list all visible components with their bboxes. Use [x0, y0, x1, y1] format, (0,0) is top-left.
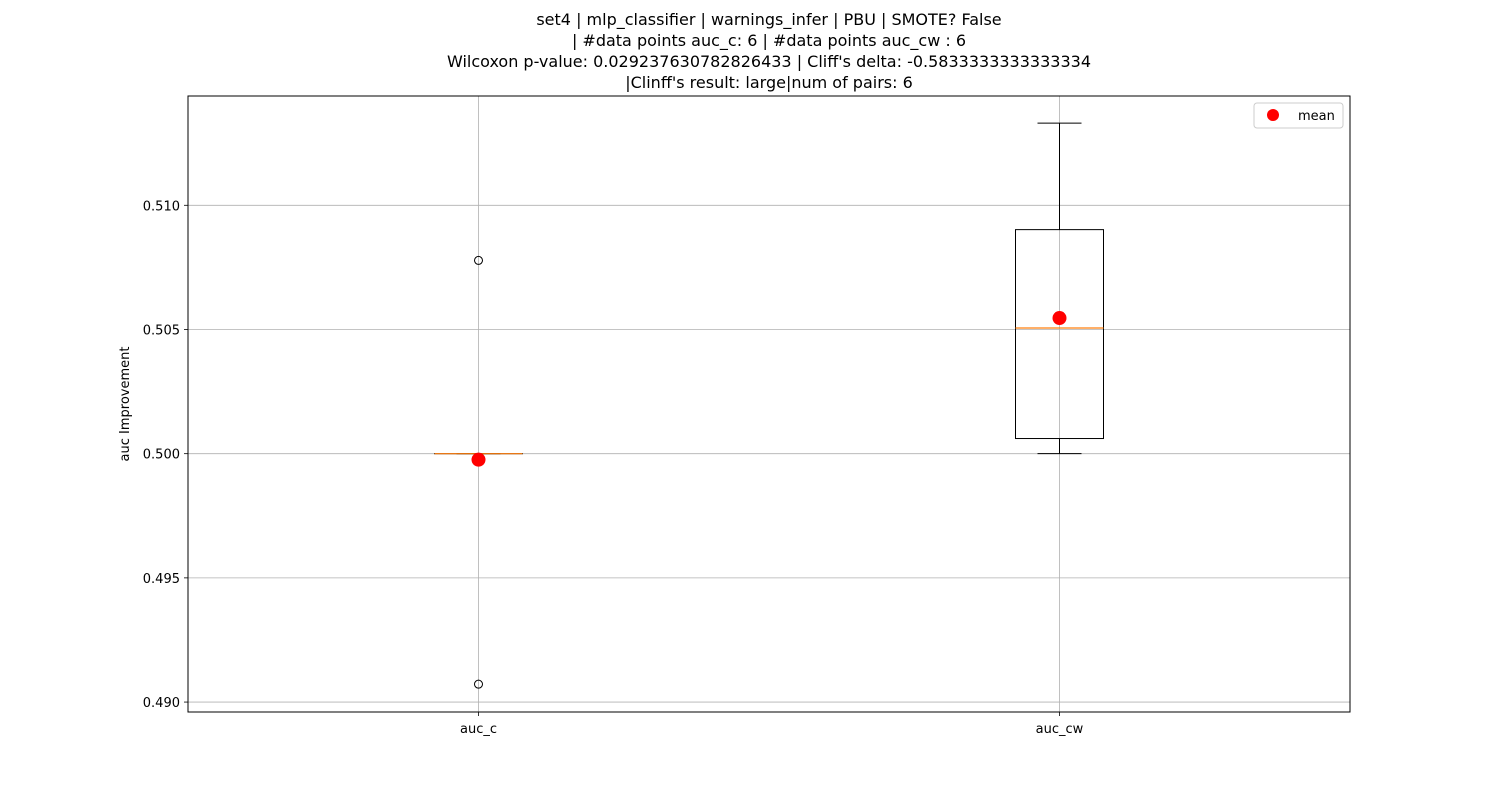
chart-title: set4 | mlp_classifier | warnings_infer |… [447, 10, 1091, 92]
y-tick-label: 0.505 [143, 323, 180, 338]
legend-frame [1253, 102, 1344, 129]
outlier-point [474, 255, 483, 265]
y-tick-label: 0.500 [143, 448, 180, 463]
outlier-point [474, 679, 483, 689]
title-line-1: set4 | mlp_classifier | warnings_infer |… [536, 10, 1001, 30]
y-tick-label: 0.510 [143, 199, 180, 214]
title-line-3: Wilcoxon p-value: 0.029237630782826433 |… [447, 52, 1091, 71]
y-tick-label: 0.495 [143, 572, 180, 587]
axes: 0.490 0.495 0.500 0.505 0.510 auc_c auc_cw [143, 95, 1351, 737]
title-line-4: |Clinff's result: large|num of pairs: 6 [625, 73, 913, 92]
x-tick-label: auc_c [460, 722, 497, 737]
x-tick-label: auc_cw [1036, 722, 1084, 737]
title-line-2: | #data points auc_c: 6 | #data points a… [572, 31, 966, 51]
box-marks [434, 122, 1104, 689]
mean-point [1052, 311, 1067, 326]
legend-mean-marker [1267, 109, 1279, 121]
grid-lines [188, 96, 1350, 712]
plot-frame [187, 95, 1351, 713]
y-axis-label: auc Improvement [118, 347, 133, 462]
legend-mean-label: mean [1298, 109, 1335, 124]
box-auc_cw [1015, 229, 1104, 440]
legend: mean [1253, 102, 1344, 129]
y-tick-label: 0.490 [143, 696, 180, 711]
mean-point [471, 452, 486, 467]
